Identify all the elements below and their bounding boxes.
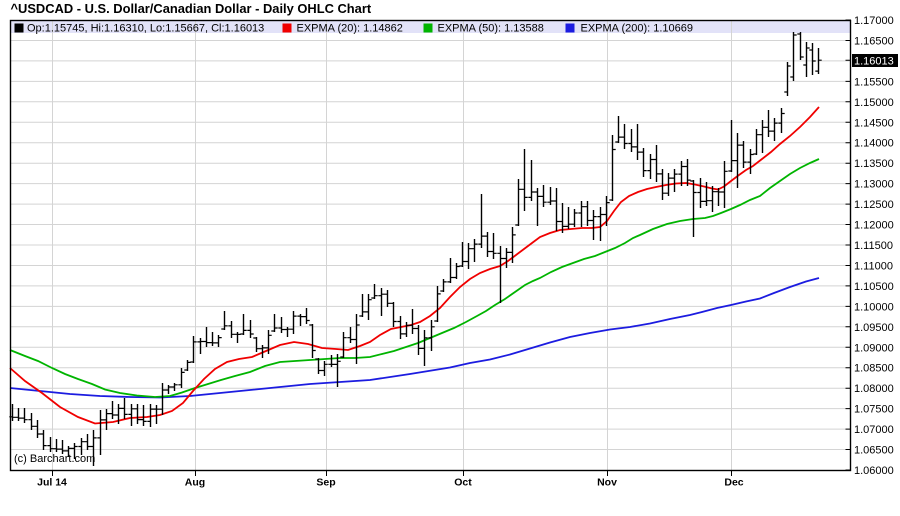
svg-text:Sep: Sep (316, 477, 335, 489)
svg-text:1.17000: 1.17000 (854, 15, 894, 27)
svg-text:1.09500: 1.09500 (854, 322, 894, 334)
svg-text:1.06500: 1.06500 (854, 445, 894, 457)
svg-text:1.16013: 1.16013 (854, 56, 894, 68)
svg-text:1.14500: 1.14500 (854, 117, 894, 129)
svg-text:1.08000: 1.08000 (854, 383, 894, 395)
svg-text:1.16500: 1.16500 (854, 36, 894, 48)
svg-text:Nov: Nov (597, 477, 617, 489)
svg-text:Op:1.15745, Hi:1.16310, Lo:1.1: Op:1.15745, Hi:1.16310, Lo:1.15667, Cl:1… (27, 23, 264, 35)
svg-text:(c) Barchart.com: (c) Barchart.com (14, 453, 95, 465)
svg-text:1.09000: 1.09000 (854, 342, 894, 354)
svg-text:1.14000: 1.14000 (854, 138, 894, 150)
svg-text:1.12500: 1.12500 (854, 199, 894, 211)
svg-text:EXPMA (50): 1.13588: EXPMA (50): 1.13588 (438, 23, 544, 35)
svg-text:Dec: Dec (724, 477, 743, 489)
svg-text:Jul 14: Jul 14 (37, 477, 67, 489)
svg-text:1.08500: 1.08500 (854, 363, 894, 375)
svg-text:1.07000: 1.07000 (854, 424, 894, 436)
svg-text:1.15500: 1.15500 (854, 76, 894, 88)
svg-text:1.11500: 1.11500 (854, 240, 893, 252)
svg-text:1.15000: 1.15000 (854, 97, 894, 109)
svg-text:1.06000: 1.06000 (854, 465, 894, 477)
svg-text:1.10000: 1.10000 (854, 301, 894, 313)
svg-text:^USDCAD - U.S. Dollar/Canadian: ^USDCAD - U.S. Dollar/Canadian Dollar - … (11, 1, 372, 16)
svg-text:Aug: Aug (185, 477, 205, 489)
svg-text:EXPMA (200): 1.10669: EXPMA (200): 1.10669 (581, 23, 694, 35)
svg-text:1.10500: 1.10500 (854, 281, 894, 293)
svg-text:Oct: Oct (454, 477, 472, 489)
svg-text:1.12000: 1.12000 (854, 220, 894, 232)
svg-text:1.07500: 1.07500 (854, 404, 894, 416)
svg-text:1.11000: 1.11000 (854, 261, 893, 273)
svg-text:1.13000: 1.13000 (854, 179, 894, 191)
svg-text:1.13500: 1.13500 (854, 158, 894, 170)
svg-text:EXPMA (20): 1.14862: EXPMA (20): 1.14862 (297, 23, 403, 35)
